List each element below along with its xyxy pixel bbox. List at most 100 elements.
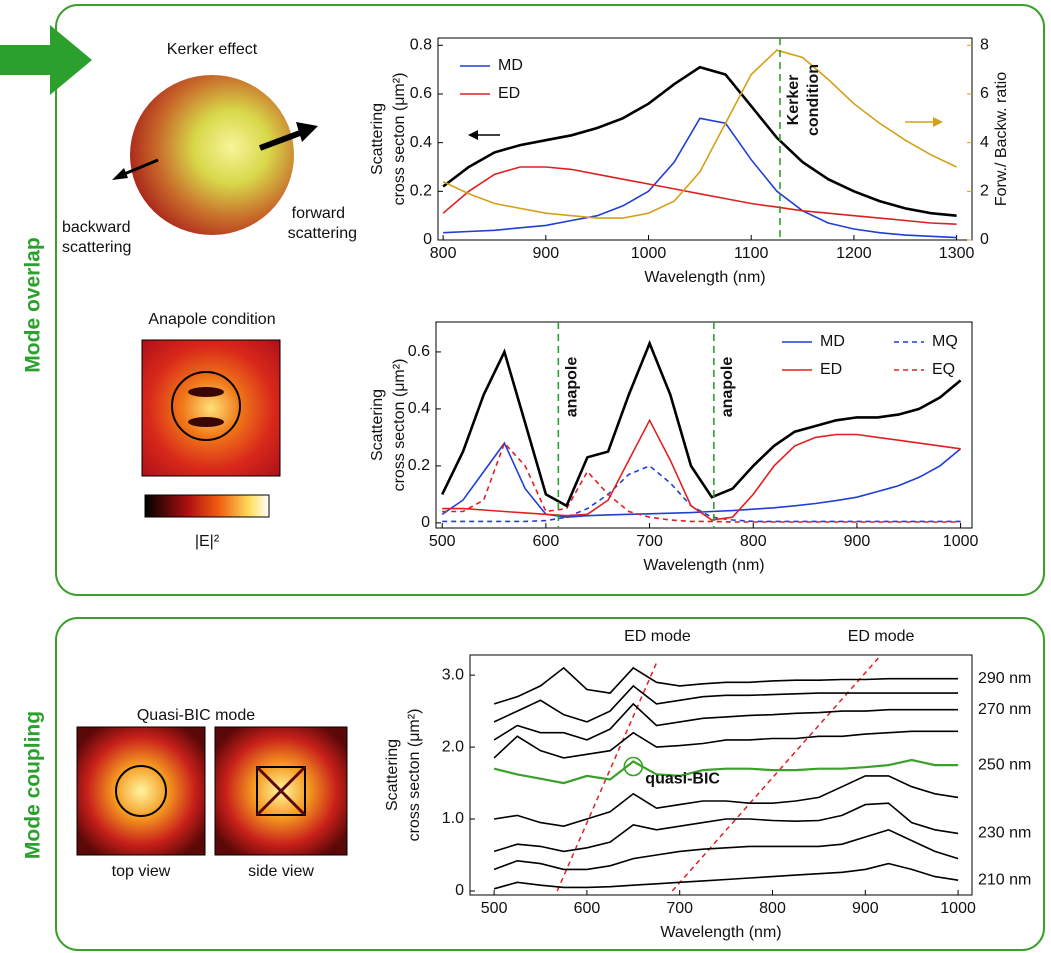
x-tick-label: 900 — [532, 245, 559, 262]
caption: side view — [248, 863, 314, 880]
y-tick-label: 0.2 — [410, 183, 432, 200]
legend-label: MD — [820, 333, 845, 350]
series-label: 250 nm — [978, 756, 1031, 773]
legend-label: EQ — [932, 361, 955, 378]
x-axis-label: Wavelength (nm) — [644, 269, 765, 286]
x-axis-label: Wavelength (nm) — [660, 924, 781, 941]
x-tick-label: 1000 — [631, 245, 667, 262]
sphere-image — [130, 75, 294, 235]
y-tick-label: 0.8 — [410, 37, 432, 54]
y-axis-label: cross secton (μm²) — [391, 73, 408, 206]
x-axis-label: Wavelength (nm) — [643, 557, 764, 574]
x-tick-label: 900 — [844, 533, 871, 550]
mode-label: ED mode — [624, 628, 691, 645]
y2-tick-label: 8 — [980, 37, 989, 54]
field-map — [142, 340, 280, 476]
colorbar-label: |E|² — [195, 533, 220, 550]
annotation: quasi-BIC — [645, 771, 720, 788]
y-tick-label: 0.2 — [408, 457, 430, 474]
field-map — [77, 727, 205, 855]
series-line — [442, 420, 960, 520]
y-tick-label: 0.6 — [410, 85, 432, 102]
series-label: 210 nm — [978, 871, 1031, 888]
series-label: 230 nm — [978, 825, 1031, 842]
x-tick-label: 800 — [430, 245, 457, 262]
series-line — [494, 760, 958, 783]
legend-label: MD — [498, 57, 523, 74]
vline-label: Kerker — [785, 75, 802, 126]
x-tick-label: 1200 — [836, 245, 872, 262]
x-tick-label: 1000 — [940, 900, 976, 917]
field-node — [188, 387, 224, 397]
arrow-icon — [0, 25, 92, 95]
series-line — [494, 704, 958, 740]
x-tick-label: 1000 — [943, 533, 979, 550]
panel-title: Anapole condition — [148, 311, 275, 328]
y-tick-label: 1.0 — [442, 810, 464, 827]
series-line — [443, 167, 957, 224]
legend-label: ED — [820, 361, 842, 378]
series-label: 290 nm — [978, 670, 1031, 687]
series-line — [494, 864, 958, 889]
caption: forward — [292, 205, 345, 222]
y2-tick-label: 6 — [980, 85, 989, 102]
colorbar — [145, 495, 269, 517]
x-tick-label: 500 — [429, 533, 456, 550]
arrow — [296, 122, 318, 142]
section-label: Mode coupling — [22, 711, 45, 859]
caption: scattering — [62, 239, 131, 256]
field-node — [188, 417, 224, 427]
series-line — [443, 118, 957, 237]
vline-label: anapole — [564, 357, 581, 418]
series-line — [442, 343, 960, 505]
x-tick-label: 1300 — [939, 245, 975, 262]
y-tick-label: 0 — [423, 231, 432, 248]
y-tick-label: 0.4 — [408, 400, 430, 417]
y-axis-label: cross secton (μm²) — [391, 359, 408, 492]
plot-frame — [470, 655, 972, 895]
caption: scattering — [288, 225, 357, 242]
series-line — [443, 50, 957, 218]
mode-label: ED mode — [848, 628, 915, 645]
x-tick-label: 700 — [666, 900, 693, 917]
x-tick-label: 800 — [759, 900, 786, 917]
panel-title: Quasi-BIC mode — [137, 707, 255, 724]
y2-axis-label: Forw./ Backw. ratio — [993, 72, 1010, 206]
vline-label: anapole — [719, 357, 736, 418]
x-tick-label: 500 — [481, 900, 508, 917]
arrow — [468, 130, 478, 140]
x-tick-label: 600 — [533, 533, 560, 550]
x-tick-label: 700 — [636, 533, 663, 550]
series-label: 270 nm — [978, 701, 1031, 718]
caption: top view — [112, 863, 171, 880]
legend-label: ED — [498, 85, 520, 102]
y-tick-label: 0 — [421, 514, 430, 531]
y-tick-label: 2.0 — [442, 738, 464, 755]
y-axis-label: Scattering — [369, 389, 386, 461]
caption: backward — [62, 219, 130, 236]
figure: Mode overlap Mode coupling Kerker effect… — [0, 0, 1051, 953]
y2-tick-label: 2 — [980, 183, 989, 200]
legend-label: MQ — [932, 333, 958, 350]
vline-label: condition — [805, 64, 822, 136]
x-tick-label: 1100 — [734, 245, 769, 262]
y-axis-label: Scattering — [369, 103, 386, 175]
panel-title: Kerker effect — [167, 41, 258, 58]
y-axis-label: cross secton (μm²) — [406, 709, 423, 842]
y2-tick-label: 4 — [980, 134, 989, 151]
x-tick-label: 800 — [740, 533, 767, 550]
series-line — [494, 668, 958, 704]
plot-frame — [436, 322, 972, 528]
arrow — [933, 117, 943, 127]
y-tick-label: 0.4 — [410, 134, 432, 151]
series-line — [494, 803, 958, 851]
x-tick-label: 600 — [574, 900, 601, 917]
y-tick-label: 0 — [455, 882, 464, 899]
section-label: Mode overlap — [22, 237, 45, 372]
y-axis-label: Scattering — [384, 739, 401, 811]
y-tick-label: 3.0 — [442, 666, 464, 683]
y2-tick-label: 0 — [980, 231, 989, 248]
y-tick-label: 0.6 — [408, 343, 430, 360]
series-line — [494, 731, 958, 758]
x-tick-label: 900 — [852, 900, 879, 917]
